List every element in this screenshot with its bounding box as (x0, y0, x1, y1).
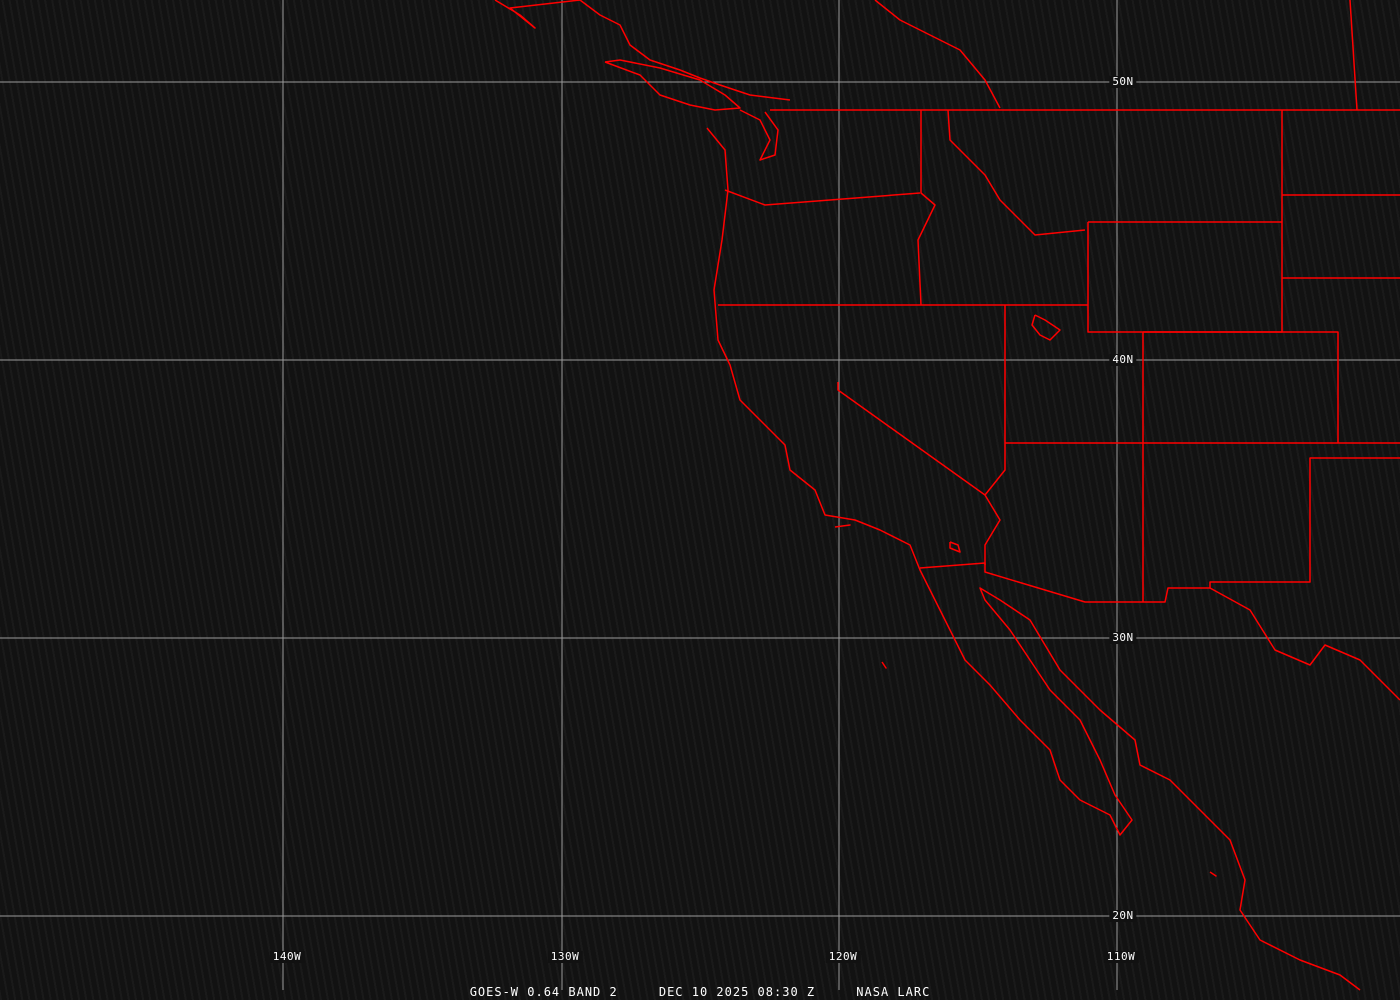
salton-sea (949, 541, 961, 553)
alberta-sask-border (1349, 0, 1358, 111)
idaho-west-border (917, 110, 936, 306)
idaho-montana-border (947, 109, 1086, 236)
great-salt-lake (1031, 314, 1061, 341)
colorado (1143, 331, 1339, 443)
island-guadalupe (881, 661, 887, 669)
vancouver-island (604, 59, 741, 111)
wa-or-border (724, 189, 921, 206)
mexico-border (919, 457, 1400, 603)
boundaries (494, 0, 1400, 991)
caption-satellite: GOES-W 0.64 BAND 2 (469, 985, 618, 999)
lon-label-140w: 140W (269, 951, 305, 963)
ca-nv-border (837, 382, 1001, 565)
bc-coastline (494, 0, 791, 101)
lon-label-120w: 120W (825, 951, 861, 963)
bc-alberta-border (874, 0, 1001, 109)
lat-label-20n: 20N (1109, 910, 1137, 922)
puget-sound (739, 109, 779, 161)
image-caption: GOES-W 0.64 BAND 2 DEC 10 2025 08:30 Z N… (0, 985, 1400, 999)
lat-label-40n: 40N (1109, 354, 1137, 366)
caption-source: NASA LARC (856, 985, 931, 999)
lat-label-30n: 30N (1109, 632, 1137, 644)
island-socorro (1209, 871, 1217, 877)
caption-datetime: DEC 10 2025 08:30 Z (658, 985, 816, 999)
rio-grande (1209, 587, 1400, 701)
pacific-coastline (706, 127, 1361, 991)
nv-ut-border (984, 305, 1006, 496)
lon-label-110w: 110W (1103, 951, 1139, 963)
lon-label-130w: 130W (547, 951, 583, 963)
lat-label-50n: 50N (1109, 76, 1137, 88)
channel-islands (834, 524, 851, 528)
